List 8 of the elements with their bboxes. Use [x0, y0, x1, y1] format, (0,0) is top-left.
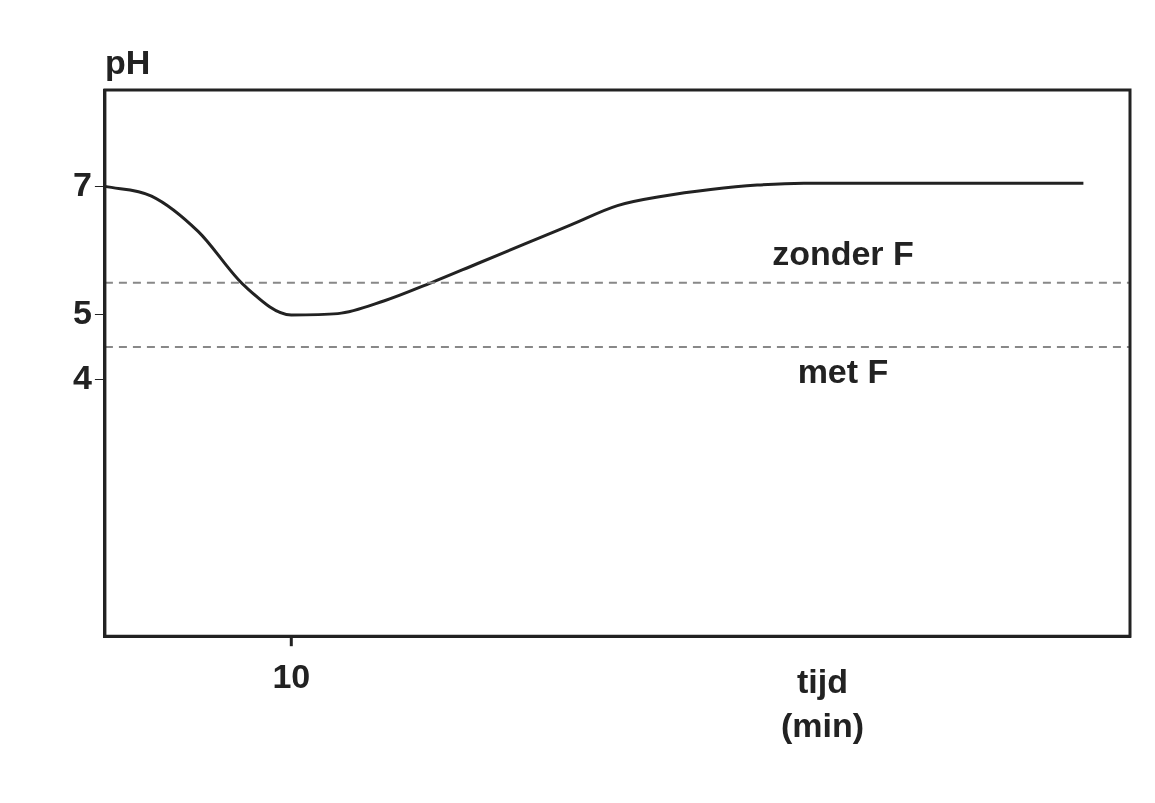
x-axis-title: tijd (min) [780, 661, 865, 744]
y-tick-label: 4 [72, 357, 92, 396]
ref-line-label: met F [797, 352, 889, 391]
x-tick-label: 10 [272, 656, 311, 695]
ref-line-label: zonder F [772, 234, 914, 273]
y-axis-title: pH [104, 43, 151, 82]
y-tick-label: 7 [72, 164, 92, 203]
y-tick-label: 5 [72, 293, 92, 332]
